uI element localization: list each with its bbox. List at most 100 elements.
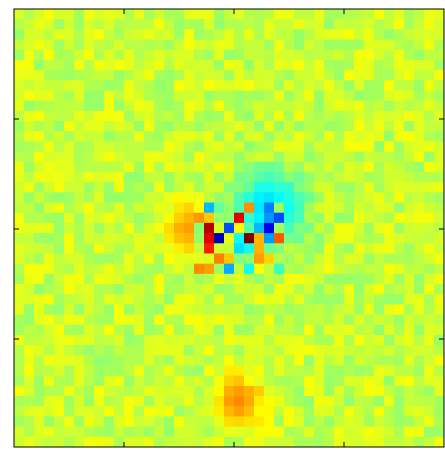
heatmap-cell <box>434 141 445 153</box>
heatmap-cell <box>24 49 35 61</box>
heatmap-cell <box>434 161 445 173</box>
heatmap-cell <box>214 436 225 448</box>
heatmap-cell <box>194 171 205 183</box>
heatmap-cell <box>434 121 445 132</box>
heatmap-cell <box>374 284 385 295</box>
heatmap-cell <box>334 121 345 132</box>
heatmap-cell <box>124 375 135 387</box>
heatmap-cell <box>194 29 205 40</box>
heatmap-cell <box>374 151 385 163</box>
heatmap-cell <box>344 121 355 132</box>
heatmap-cell <box>284 39 295 51</box>
heatmap-cell <box>254 396 265 407</box>
heatmap-cell <box>54 243 65 254</box>
heatmap-cell <box>214 304 225 315</box>
heatmap-cell <box>394 406 405 417</box>
heatmap-cell <box>24 161 35 173</box>
heatmap-cell <box>364 121 375 132</box>
heatmap-cell <box>424 9 435 20</box>
heatmap-cell <box>234 416 245 428</box>
heatmap-cell <box>364 90 375 102</box>
heatmap-cell <box>44 243 55 254</box>
heatmap-cell <box>134 396 145 407</box>
heatmap-cell <box>214 345 225 356</box>
heatmap-cell <box>254 243 265 254</box>
heatmap-cell <box>364 284 375 295</box>
heatmap-cell <box>294 110 305 122</box>
heatmap-cell <box>214 396 225 407</box>
heatmap-cell <box>114 39 125 51</box>
heatmap-cell <box>114 192 125 203</box>
heatmap-cell <box>124 212 135 224</box>
heatmap-cell <box>214 334 225 346</box>
heatmap-cell <box>314 426 325 438</box>
heatmap-cell <box>54 233 65 244</box>
heatmap-cell <box>304 334 315 346</box>
heatmap-cell <box>164 284 175 295</box>
heatmap-cell <box>384 90 395 102</box>
heatmap-cell <box>144 80 155 91</box>
heatmap-cell <box>84 29 95 40</box>
heatmap-cell <box>124 294 135 305</box>
heatmap-cell <box>224 243 235 254</box>
heatmap-cell <box>34 212 45 224</box>
heatmap-cell <box>434 19 445 30</box>
heatmap-cell <box>354 110 365 122</box>
heatmap-cell <box>354 70 365 81</box>
heatmap-cell <box>374 304 385 315</box>
heatmap-cell <box>104 59 115 71</box>
heatmap-cell <box>34 406 45 417</box>
heatmap-cell <box>224 273 235 285</box>
heatmap-cell <box>124 304 135 315</box>
heatmap-cell <box>274 161 285 173</box>
heatmap-cell <box>124 426 135 438</box>
heatmap-cell <box>324 355 335 366</box>
heatmap-cell <box>274 90 285 102</box>
heatmap-cell <box>294 375 305 387</box>
heatmap-cell <box>144 9 155 20</box>
heatmap-cell <box>244 324 255 336</box>
heatmap-cell <box>274 334 285 346</box>
heatmap-cell <box>184 406 195 417</box>
heatmap-cell <box>244 385 255 397</box>
heatmap-cell <box>394 345 405 356</box>
heatmap-cell <box>304 49 315 61</box>
heatmap-cell <box>194 141 205 153</box>
heatmap-cell <box>154 396 165 407</box>
heatmap-cell <box>54 284 65 295</box>
heatmap-cell <box>14 416 25 428</box>
heatmap-cell <box>294 365 305 377</box>
heatmap-cell <box>34 243 45 254</box>
heatmap-cell <box>414 243 425 254</box>
heatmap-cell <box>404 314 415 326</box>
heatmap-cell <box>214 284 225 295</box>
heatmap-cell <box>344 161 355 173</box>
heatmap-cell <box>124 243 135 254</box>
heatmap-cell <box>324 263 335 275</box>
heatmap-cell <box>384 355 395 366</box>
heatmap-cell <box>204 19 215 30</box>
heatmap-cell <box>314 141 325 153</box>
heatmap-cell <box>84 396 95 407</box>
heatmap-cell <box>254 334 265 346</box>
heatmap-cell <box>174 202 185 214</box>
heatmap-cell <box>274 385 285 397</box>
heatmap-cell <box>274 294 285 305</box>
heatmap-cell <box>214 110 225 122</box>
heatmap-cell <box>184 334 195 346</box>
heatmap-cell <box>364 212 375 224</box>
heatmap-cell <box>254 406 265 417</box>
heatmap-cell <box>104 70 115 81</box>
heatmap-cell <box>84 192 95 203</box>
heatmap-cell <box>54 121 65 132</box>
heatmap-cell <box>144 121 155 132</box>
heatmap-cell <box>344 416 355 428</box>
heatmap-cell <box>374 436 385 448</box>
heatmap-cell <box>264 243 275 254</box>
heatmap-cell <box>224 406 235 417</box>
heatmap-cell <box>224 355 235 366</box>
heatmap-cell <box>314 284 325 295</box>
heatmap-cell <box>354 385 365 397</box>
heatmap-cell <box>434 426 445 438</box>
